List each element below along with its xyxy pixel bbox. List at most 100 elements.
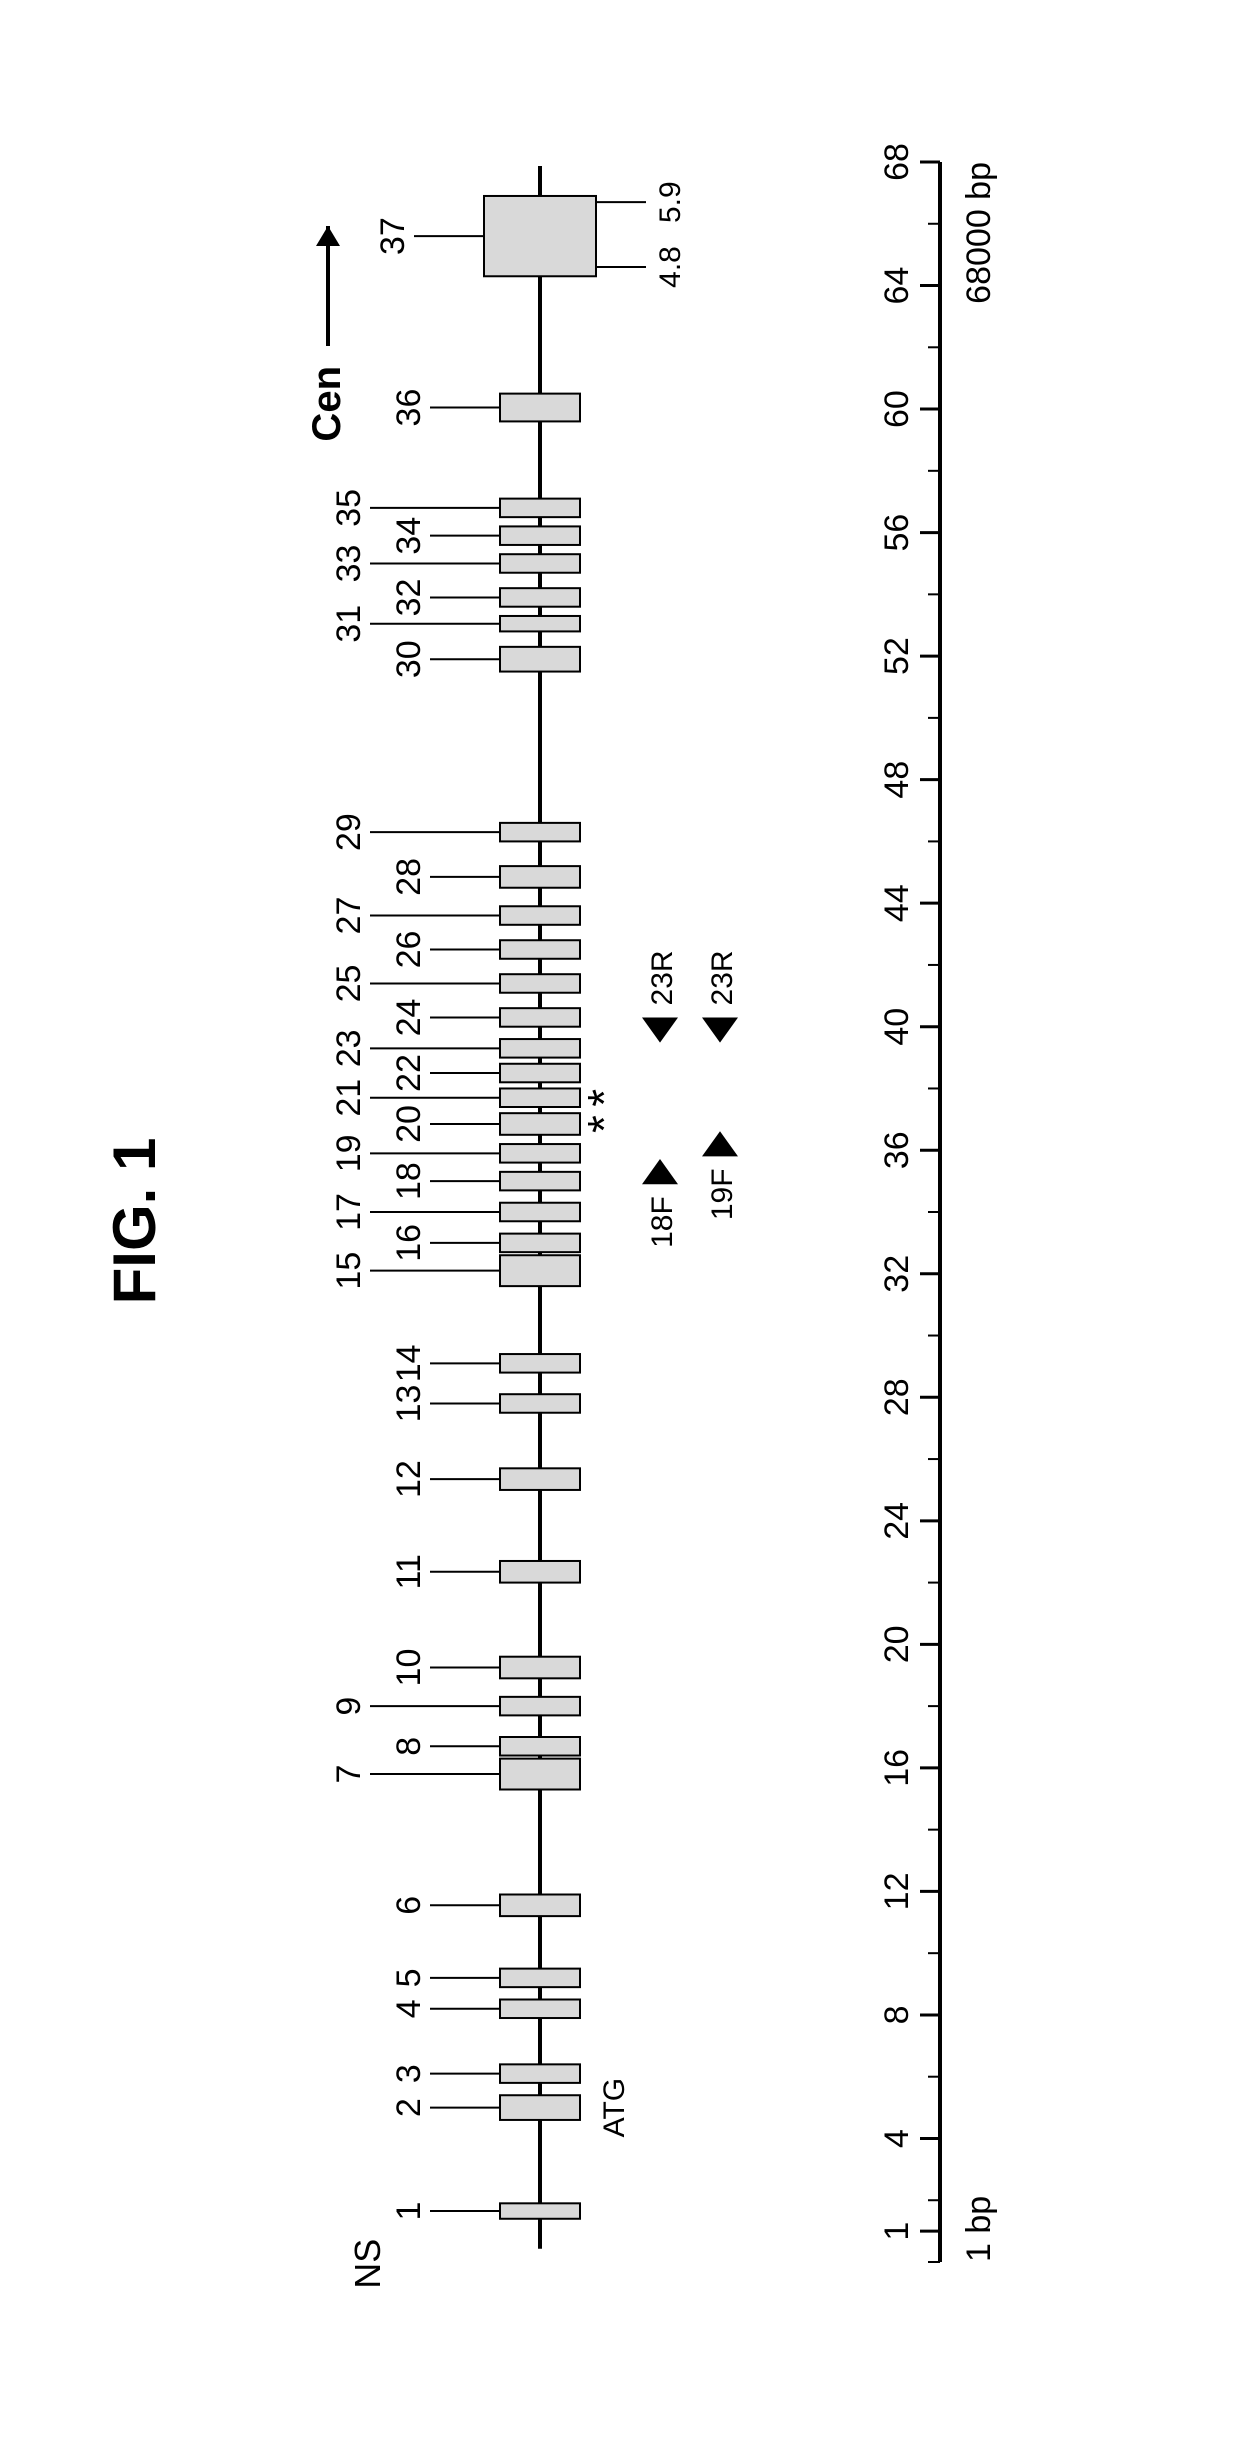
exon-label-15: 15 bbox=[330, 1252, 368, 1290]
exon-10 bbox=[500, 1657, 580, 1679]
exon-label-35: 35 bbox=[330, 489, 368, 527]
tick-label-20: 20 bbox=[878, 1625, 916, 1663]
cen-arrow-head bbox=[316, 226, 340, 246]
tick-label-52: 52 bbox=[878, 637, 916, 675]
exon-33 bbox=[500, 554, 580, 573]
figure-rotated-container: FIG. 1 123456789101112131415161718192021… bbox=[0, 0, 1240, 2442]
exon-label-30: 30 bbox=[390, 640, 428, 678]
tick-label-28: 28 bbox=[878, 1378, 916, 1416]
exon-30 bbox=[500, 647, 580, 672]
exon-34 bbox=[500, 526, 580, 545]
tick-label-60: 60 bbox=[878, 390, 916, 428]
primer-arrow-23R-row2 bbox=[702, 1017, 738, 1042]
exon-8 bbox=[500, 1737, 580, 1756]
exon-label-9: 9 bbox=[330, 1697, 368, 1716]
exon-label-1: 1 bbox=[390, 2202, 428, 2221]
exon-label-7: 7 bbox=[330, 1765, 368, 1784]
tick-label-24: 24 bbox=[878, 1502, 916, 1540]
exon-5 bbox=[500, 1969, 580, 1988]
gene-diagram-svg: 1234567891011121314151617181920212223242… bbox=[0, 0, 1240, 2442]
exon-label-10: 10 bbox=[390, 1649, 428, 1687]
exon-label-6: 6 bbox=[390, 1896, 428, 1915]
ns-label: NS bbox=[347, 2239, 388, 2289]
scale-left-label: 1 bp bbox=[960, 2196, 998, 2262]
exon-2 bbox=[500, 2095, 580, 2120]
exon-label-27: 27 bbox=[330, 897, 368, 935]
tick-label-48: 48 bbox=[878, 761, 916, 799]
exon-label-31: 31 bbox=[330, 605, 368, 643]
exon-37 bbox=[484, 196, 596, 276]
exon-label-28: 28 bbox=[390, 858, 428, 896]
exon-19 bbox=[500, 1144, 580, 1163]
mutation-star-exon-21: * bbox=[578, 1089, 630, 1107]
exon-18 bbox=[500, 1172, 580, 1191]
exon-label-12: 12 bbox=[390, 1460, 428, 1498]
tick-label-8: 8 bbox=[878, 2005, 916, 2024]
exon-label-37: 37 bbox=[374, 217, 412, 255]
figure-title: FIG. 1 bbox=[100, 0, 169, 2442]
exon-label-13: 13 bbox=[390, 1385, 428, 1423]
exon-26 bbox=[500, 940, 580, 959]
tick-label-56: 56 bbox=[878, 514, 916, 552]
exon-label-25: 25 bbox=[330, 965, 368, 1003]
exon-label-4: 4 bbox=[390, 1999, 428, 2018]
exon-label-23: 23 bbox=[330, 1029, 368, 1067]
scale-right-label: 68000 bp bbox=[960, 162, 998, 304]
exon-4 bbox=[500, 2000, 580, 2019]
primer-arrow-19F-row2 bbox=[702, 1131, 738, 1156]
exon-6 bbox=[500, 1895, 580, 1917]
exon-29 bbox=[500, 823, 580, 842]
exon-16 bbox=[500, 1234, 580, 1253]
exon-13 bbox=[500, 1394, 580, 1413]
mutation-star-exon-20: * bbox=[578, 1115, 630, 1133]
exon-7 bbox=[500, 1759, 580, 1790]
tick-label-68: 68 bbox=[878, 143, 916, 181]
exon-24 bbox=[500, 1008, 580, 1027]
exon-label-14: 14 bbox=[390, 1344, 428, 1382]
exon-17 bbox=[500, 1203, 580, 1222]
tick-label-12: 12 bbox=[878, 1872, 916, 1910]
exon-label-5: 5 bbox=[390, 1968, 428, 1987]
exon-20 bbox=[500, 1113, 580, 1135]
primer-arrow-23R-row1 bbox=[642, 1017, 678, 1042]
tick-label-16: 16 bbox=[878, 1749, 916, 1787]
exon-32 bbox=[500, 588, 580, 607]
exon-9 bbox=[500, 1697, 580, 1716]
exon-label-33: 33 bbox=[330, 545, 368, 583]
exon-15 bbox=[500, 1255, 580, 1286]
exon-label-26: 26 bbox=[390, 931, 428, 969]
exon-12 bbox=[500, 1468, 580, 1490]
page: FIG. 1 123456789101112131415161718192021… bbox=[0, 0, 1240, 2442]
exon-11 bbox=[500, 1561, 580, 1583]
exon-label-24: 24 bbox=[390, 999, 428, 1037]
primer-label-18F-row1: 18F bbox=[646, 1196, 679, 1248]
exon-label-11: 11 bbox=[390, 1554, 428, 1589]
exon-35 bbox=[500, 499, 580, 518]
exon-label-16: 16 bbox=[390, 1224, 428, 1262]
exon-label-3: 3 bbox=[390, 2064, 428, 2083]
exon-label-8: 8 bbox=[390, 1737, 428, 1756]
exon-label-18: 18 bbox=[390, 1162, 428, 1200]
primer-label-23R-row1: 23R bbox=[646, 950, 679, 1005]
primer-label-23R-row2: 23R bbox=[706, 950, 739, 1005]
frag-size-label-4.8: 4.8 bbox=[654, 246, 687, 288]
exon-label-29: 29 bbox=[330, 813, 368, 851]
tick-label-36: 36 bbox=[878, 1131, 916, 1169]
exon-22 bbox=[500, 1064, 580, 1083]
atg-label: ATG bbox=[598, 2078, 631, 2137]
cen-label: Cen bbox=[305, 366, 349, 442]
tick-label-64: 64 bbox=[878, 267, 916, 305]
primer-arrow-18F-row1 bbox=[642, 1159, 678, 1184]
exon-1 bbox=[500, 2203, 580, 2218]
exon-14 bbox=[500, 1354, 580, 1373]
exon-label-36: 36 bbox=[390, 389, 428, 427]
exon-label-34: 34 bbox=[390, 517, 428, 555]
tick-label-1: 1 bbox=[878, 2222, 916, 2241]
exon-label-20: 20 bbox=[390, 1105, 428, 1143]
tick-label-40: 40 bbox=[878, 1008, 916, 1046]
exon-label-21: 21 bbox=[330, 1079, 368, 1117]
exon-28 bbox=[500, 866, 580, 888]
exon-23 bbox=[500, 1039, 580, 1058]
frag-size-label-5.9: 5.9 bbox=[654, 181, 687, 223]
exon-label-22: 22 bbox=[390, 1054, 428, 1092]
